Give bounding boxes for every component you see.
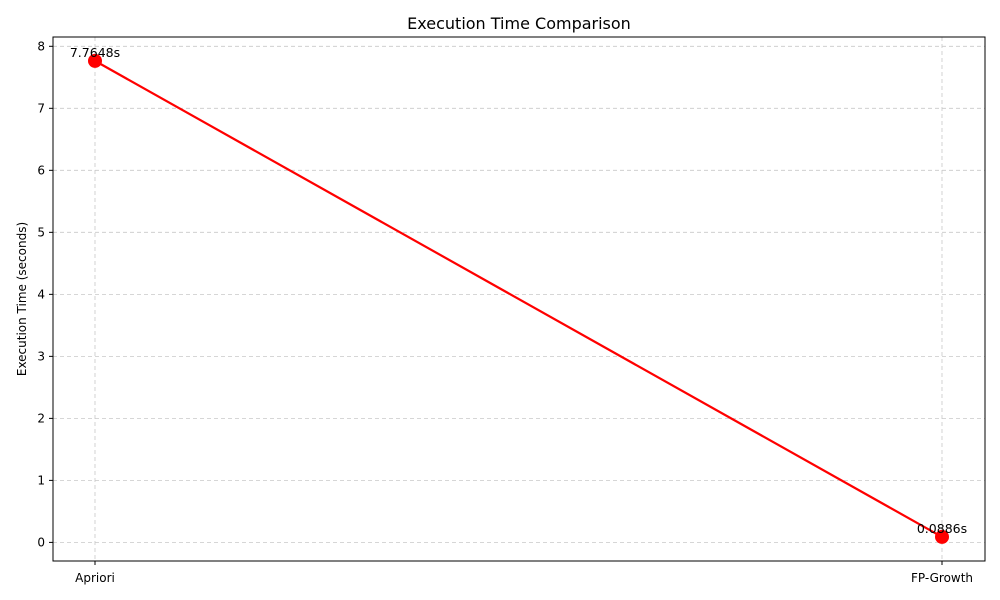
data-point-fp-growth [935,529,949,544]
y-tick-label-7: 7 [37,101,45,115]
data-label-apriori: 7.7648s [70,45,120,60]
data-label-fp-growth: 0.0886s [917,521,967,536]
plot-frame [52,36,986,562]
y-tick-label-1: 1 [37,473,45,487]
tick-layer: 0 1 2 3 4 5 6 7 8 Apriori FP-Growth [37,39,973,585]
y-tick-label-6: 6 [37,163,45,177]
series-line-0 [94,59,943,538]
chart-title: Execution Time Comparison [407,14,631,33]
grid-layer [53,37,985,561]
y-tick-label-8: 8 [37,39,45,53]
x-tick-label-1: FP-Growth [911,571,973,585]
data-label-layer: 7.7648s 0.0886s [70,45,967,536]
y-axis-label: Execution Time (seconds) [15,222,29,376]
x-tick-label-0: Apriori [75,571,115,585]
series-layer [88,53,949,544]
y-tick-label-5: 5 [37,225,45,239]
y-tick-label-2: 2 [37,411,45,425]
y-tick-label-0: 0 [37,535,45,549]
y-tick-label-4: 4 [37,287,45,301]
y-tick-label-3: 3 [37,349,45,363]
data-point-apriori [88,53,102,68]
